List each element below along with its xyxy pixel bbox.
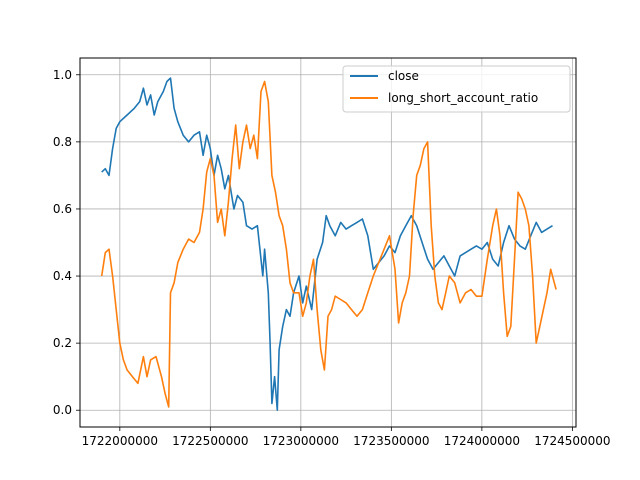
x-tick-label: 1723500000 (353, 434, 429, 448)
y-axis: 0.0 0.2 0.4 0.6 0.8 1.0 (53, 68, 80, 417)
y-tick-label: 0.2 (53, 336, 72, 350)
x-tick-label: 1722000000 (82, 434, 158, 448)
y-tick-label: 0.0 (53, 403, 72, 417)
series-line-close (101, 77, 553, 412)
x-tick-label: 1724500000 (534, 434, 610, 448)
y-tick-label: 0.8 (53, 135, 72, 149)
plot-area-frame (79, 57, 577, 428)
legend-label-long-short-account-ratio: long_short_account_ratio (388, 91, 538, 105)
legend-box (342, 65, 571, 113)
y-tick-label: 0.6 (53, 202, 72, 216)
series-line-long-short-account-ratio (100, 80, 557, 408)
x-tick-label: 1724000000 (444, 434, 520, 448)
x-axis: 1722000000 1722500000 1723000000 1723500000… (82, 427, 611, 448)
grid (80, 58, 576, 427)
legend: close long_short_account_ratio (342, 65, 571, 113)
x-tick-label: 1723000000 (263, 434, 339, 448)
legend-label-close: close (388, 69, 419, 83)
y-tick-label: 0.4 (53, 269, 72, 283)
x-tick-label: 1722500000 (172, 434, 248, 448)
plot-series (100, 77, 557, 412)
y-tick-label: 1.0 (53, 68, 72, 82)
